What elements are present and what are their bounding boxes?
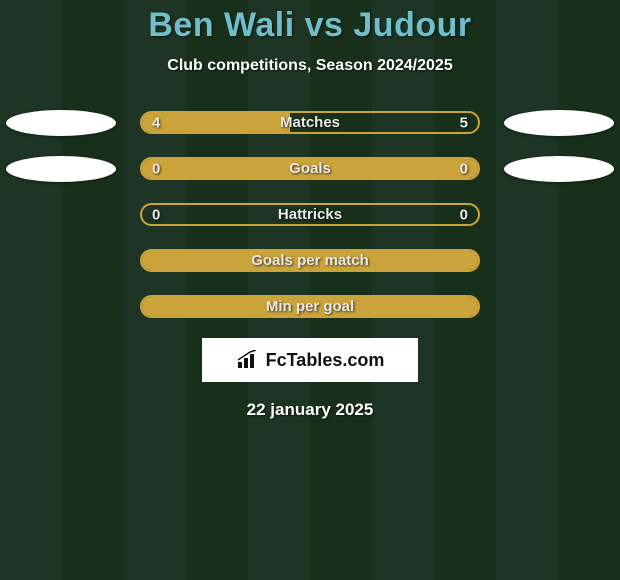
stat-value-right: 5 <box>460 114 468 131</box>
stat-value-left: 0 <box>152 160 160 177</box>
player-ellipse-left <box>6 110 116 136</box>
logo-text: FcTables.com <box>266 350 385 371</box>
bar-fill-left <box>142 251 478 270</box>
stat-bar: Goals per match <box>140 249 480 272</box>
date-text: 22 january 2025 <box>0 400 620 420</box>
fctables-logo-link[interactable]: FcTables.com <box>202 338 418 382</box>
subtitle: Club competitions, Season 2024/2025 <box>0 57 620 75</box>
bar-fill-left <box>142 113 290 132</box>
bar-fill-left <box>142 297 478 316</box>
stat-row: Matches4 5 <box>0 111 620 134</box>
bar-fill-right <box>142 205 478 224</box>
stat-row: Hattricks0 0 <box>0 203 620 226</box>
page-title: Ben Wali vs Judour <box>0 6 620 45</box>
stat-value-right: 0 <box>460 206 468 223</box>
stat-bar: Hattricks <box>140 203 480 226</box>
stat-bar: Goals <box>140 157 480 180</box>
bar-fill-right <box>290 113 478 132</box>
bar-chart-icon <box>236 350 260 370</box>
bar-fill-left <box>142 159 478 178</box>
stat-value-left: 0 <box>152 206 160 223</box>
stat-value-right: 0 <box>460 160 468 177</box>
content-root: Ben Wali vs Judour Club competitions, Se… <box>0 0 620 580</box>
player-ellipse-right <box>504 110 614 136</box>
stat-row: Min per goal <box>0 295 620 318</box>
player-ellipse-left <box>6 156 116 182</box>
stat-rows: Matches45Goals00Hattricks00Goals per mat… <box>0 111 620 318</box>
stat-value-left: 4 <box>152 114 160 131</box>
stat-row: Goals per match <box>0 249 620 272</box>
stat-row: Goals0 0 <box>0 157 620 180</box>
player-ellipse-right <box>504 156 614 182</box>
stat-bar: Min per goal <box>140 295 480 318</box>
stat-bar: Matches <box>140 111 480 134</box>
